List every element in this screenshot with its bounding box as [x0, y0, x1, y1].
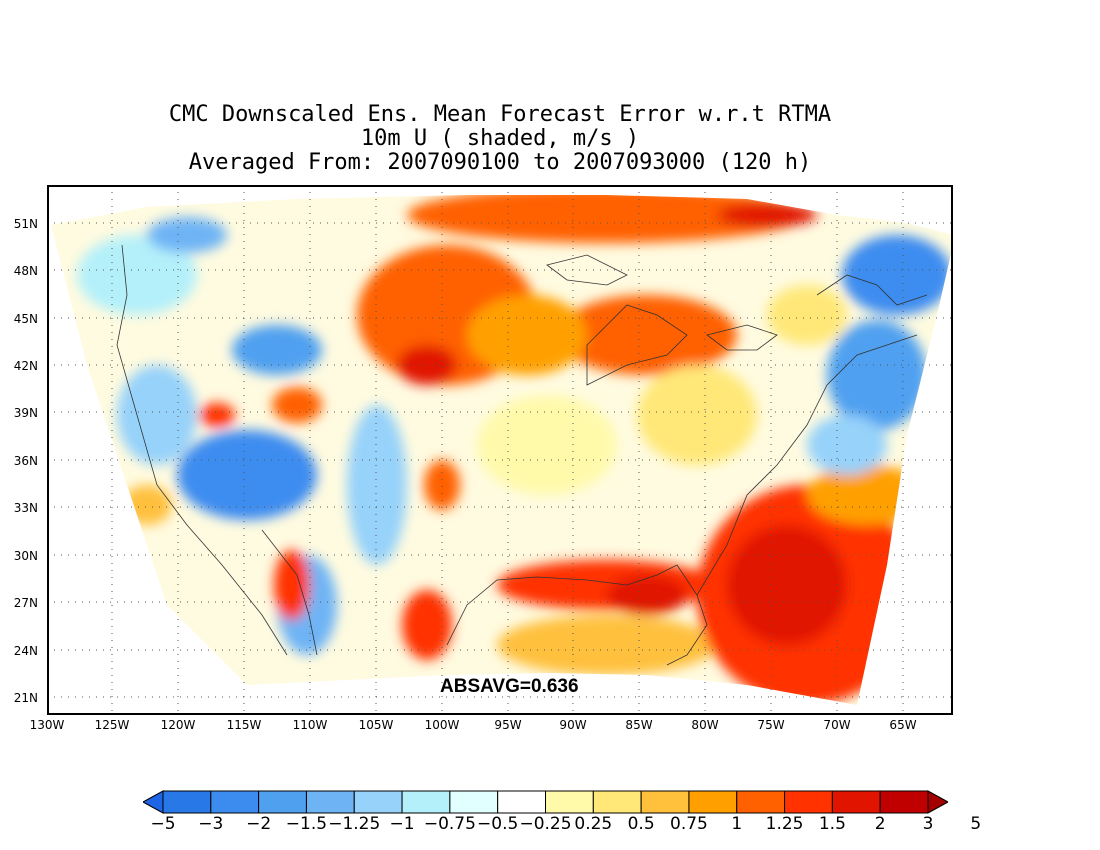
canadian-border-positive	[407, 195, 807, 243]
lon-label: 130W	[29, 718, 65, 732]
lon-label: 70W	[823, 718, 851, 732]
colorbar-swatch	[258, 790, 307, 814]
colorbar-tick-label: 3	[922, 814, 934, 834]
colorbar-tick-label: 2	[874, 814, 886, 834]
title-line-3: Averaged From: 2007090100 to 2007093000 …	[188, 150, 812, 175]
lat-label: 51N	[13, 217, 38, 231]
lon-label: 105W	[358, 718, 394, 732]
colorbar-tick-label: −0.25	[519, 814, 572, 834]
colorbar-swatch	[449, 790, 499, 814]
lat-label: 39N	[13, 406, 38, 420]
lat-label: 42N	[13, 359, 38, 373]
lat-label: 30N	[13, 549, 38, 563]
colorbar-swatch	[640, 790, 690, 814]
colorbar-tick-label: 1.25	[765, 814, 804, 834]
colorbar-swatch	[401, 790, 451, 814]
colorbar-swatch	[210, 790, 260, 814]
colorbar-tick-label: 0.5	[627, 814, 655, 834]
colorbar-tick-label: −2	[246, 814, 272, 834]
colorbar-swatch	[879, 790, 929, 814]
colorbar-swatch	[353, 790, 403, 814]
colorbar-arrow-high	[927, 790, 948, 814]
absavg-annotation: ABSAVG=0.636	[440, 676, 579, 697]
colorbar-tick-label: −1	[389, 814, 415, 834]
colorbar-tick-label: 1.5	[818, 814, 846, 834]
lon-label: 75W	[757, 718, 785, 732]
colorbar-swatch	[545, 790, 594, 814]
shaded-field	[51, 195, 953, 705]
lat-label: 21N	[13, 691, 38, 705]
colorbar-swatch	[784, 790, 833, 814]
colorbar-tick-label: −0.5	[477, 814, 519, 834]
gulf-of-california-positive	[274, 550, 310, 620]
lon-label: 65W	[889, 718, 917, 732]
lon-label: 90W	[559, 718, 587, 732]
title-line-1: CMC Downscaled Ens. Mean Forecast Error …	[168, 102, 832, 127]
colorbar-swatch	[305, 790, 355, 814]
colorbar-tick-label: −0.75	[423, 814, 476, 834]
map-border	[47, 185, 953, 715]
colorbar-tick-label: −3	[198, 814, 224, 834]
colorbar-tick-label: −1.25	[328, 814, 381, 834]
coastlines	[116, 244, 928, 666]
title-line-2: 10m U ( shaded, m/s )	[360, 126, 640, 151]
lon-label: 85W	[625, 718, 653, 732]
lat-label: 45N	[13, 312, 38, 326]
colorbar-tick-label: 0.25	[574, 814, 613, 834]
colorbar-tick-label: 0.75	[670, 814, 708, 834]
colorbar	[143, 790, 948, 814]
lon-label: 115W	[226, 718, 262, 732]
great-basin-negative	[177, 430, 317, 520]
lon-label: 120W	[160, 718, 196, 732]
colorbar-swatch	[592, 790, 642, 814]
lat-label: 48N	[13, 264, 38, 278]
colorbar-swatch	[688, 790, 738, 814]
great-lakes-positive	[557, 295, 737, 375]
new-england-offshore-negative	[842, 235, 952, 315]
colorbar-swatch	[736, 790, 786, 814]
lon-label: 95W	[494, 718, 522, 732]
lat-label: 36N	[13, 454, 38, 468]
colorbar-swatch	[497, 790, 546, 814]
colorbar-arrow-low	[143, 790, 164, 814]
lon-label: 110W	[292, 718, 328, 732]
lon-label: 125W	[94, 718, 130, 732]
lat-label: 27N	[13, 596, 38, 610]
colorbar-tick-label: −1.5	[285, 814, 328, 834]
colorbar-tick-label: −5	[150, 814, 176, 834]
map-panel	[47, 185, 953, 715]
colorbar-swatch	[162, 790, 212, 814]
colorbar-swatch	[831, 790, 881, 814]
colorbar-tick-label: 1	[731, 814, 743, 834]
graticule	[47, 185, 953, 715]
lon-label: 80W	[691, 718, 719, 732]
colorbar-tick-label: 5	[970, 814, 982, 834]
lon-label: 100W	[424, 718, 460, 732]
lat-label: 33N	[13, 501, 38, 515]
lat-label: 24N	[13, 644, 38, 658]
